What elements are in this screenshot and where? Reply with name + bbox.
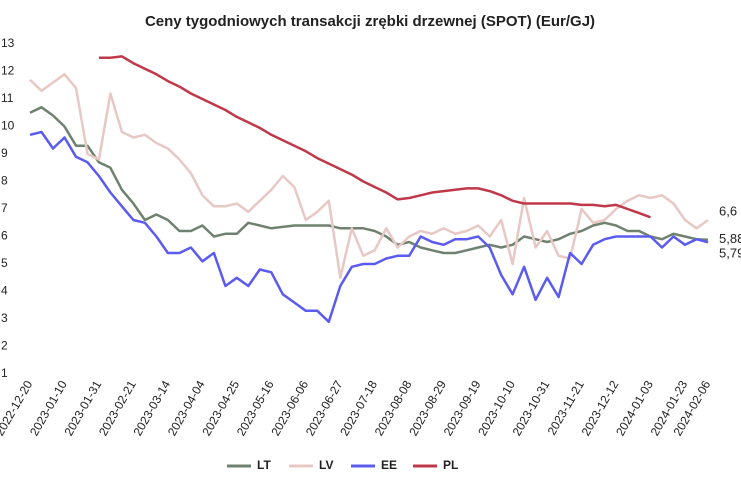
legend-label: PL xyxy=(443,458,458,472)
y-tick-label: 3 xyxy=(1,311,8,325)
series-line xyxy=(29,106,709,255)
y-tick-label: 4 xyxy=(1,284,8,298)
y-tick-label: 12 xyxy=(1,64,15,78)
y-tick-label: 8 xyxy=(1,174,8,188)
legend-label: LT xyxy=(257,458,271,472)
y-tick-label: 13 xyxy=(1,36,15,50)
chart-title: Ceny tygodniowych transakcji zrębki drze… xyxy=(145,13,595,30)
value-label: 5,88 xyxy=(719,231,741,246)
y-tick-label: 11 xyxy=(1,91,14,105)
legend-label: EE xyxy=(381,458,397,472)
value-label: 6,6 xyxy=(719,203,737,218)
y-tick-label: 9 xyxy=(1,146,8,160)
value-label: 5,79 xyxy=(719,246,741,261)
legend-label: LV xyxy=(319,458,333,472)
series-line xyxy=(29,73,709,280)
series-line xyxy=(98,55,651,219)
y-tick-label: 10 xyxy=(1,119,15,133)
y-tick-label: 7 xyxy=(1,201,8,215)
series-line xyxy=(29,130,709,324)
y-tick-label: 5 xyxy=(1,256,8,270)
y-tick-label: 6 xyxy=(1,229,8,243)
y-tick-label: 1 xyxy=(1,366,8,380)
y-tick-label: 2 xyxy=(1,339,8,353)
